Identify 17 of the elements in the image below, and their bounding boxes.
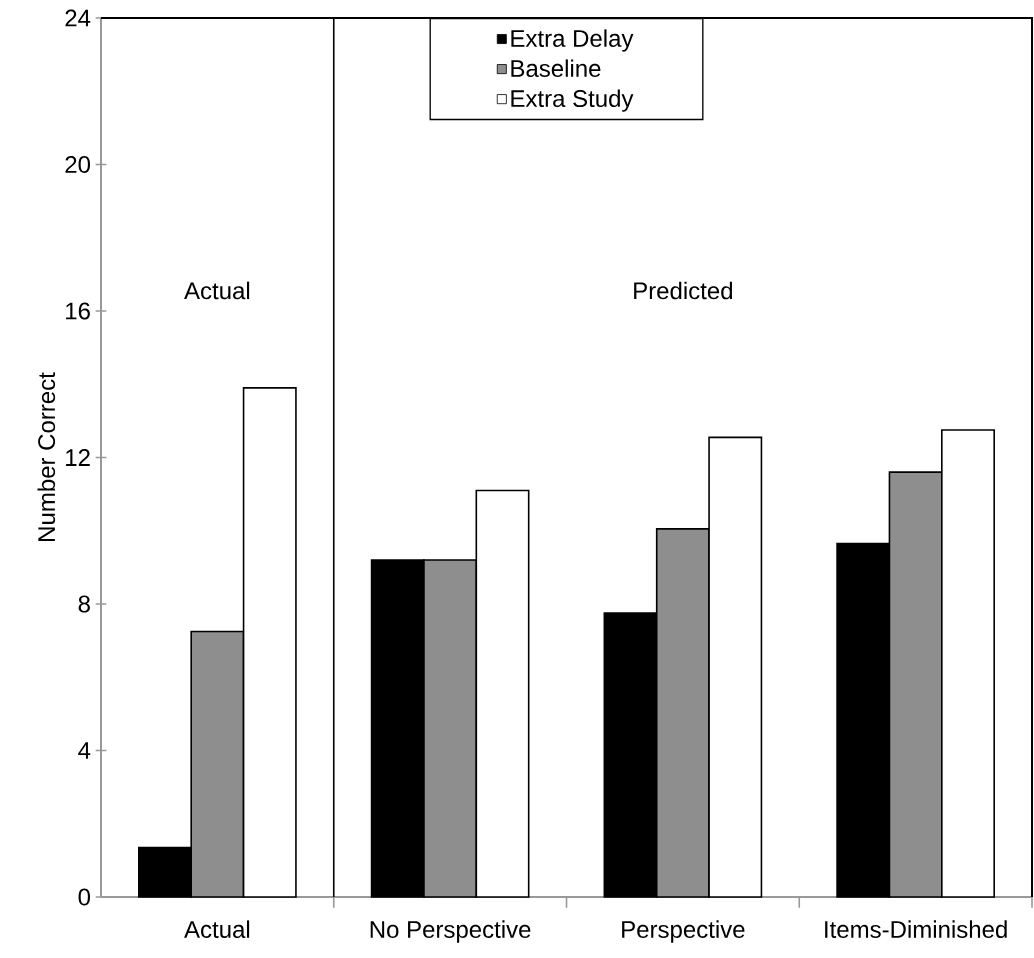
y-tick-label: 0: [78, 888, 91, 906]
legend-label: Extra Delay: [511, 29, 634, 52]
y-tick-label: 8: [78, 595, 90, 613]
y-tick-label: 20: [65, 155, 91, 173]
y-tick-label: 4: [78, 742, 91, 759]
x-tick-label: Actual: [184, 920, 250, 938]
legend-label: Baseline: [511, 59, 601, 78]
annotation: Actual: [184, 281, 250, 300]
y-tick-label: 24: [65, 9, 91, 27]
y-tick-label: 16: [66, 302, 90, 320]
y-axis-title: Number Correct: [37, 372, 56, 541]
y-tick-label: 12: [66, 449, 90, 466]
x-tick-label: No Perspective: [370, 920, 531, 943]
x-tick-label: Perspective: [622, 920, 745, 943]
x-tick-label: Items-Diminished: [825, 920, 1007, 938]
legend-label: Extra Study: [511, 89, 634, 112]
annotation: Predicted: [634, 281, 733, 300]
